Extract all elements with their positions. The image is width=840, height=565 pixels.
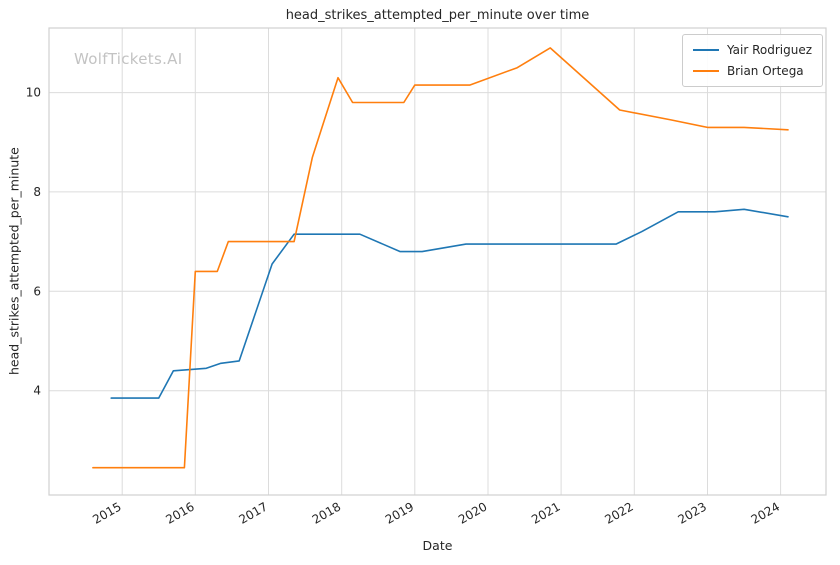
x-tick-label: 2024 xyxy=(749,499,782,526)
x-tick-label: 2018 xyxy=(310,499,343,526)
y-axis-label: head_strikes_attempted_per_minute xyxy=(6,147,22,376)
watermark: WolfTickets.AI xyxy=(74,50,183,68)
legend-line-swatch xyxy=(692,49,719,51)
series-line-brian-ortega xyxy=(92,47,789,469)
x-tick-label: 2019 xyxy=(383,499,416,526)
x-tick-label: 2021 xyxy=(529,499,562,526)
legend-line-swatch xyxy=(692,70,719,72)
x-tick-label: 2017 xyxy=(237,499,270,526)
x-axis-label: Date xyxy=(422,538,453,553)
legend: Yair Rodriguez Brian Ortega xyxy=(681,34,823,87)
legend-item-yair-rodriguez: Yair Rodriguez xyxy=(692,43,812,57)
y-tick-label: 10 xyxy=(26,86,41,100)
legend-item-brian-ortega: Brian Ortega xyxy=(692,64,812,78)
x-tick-label: 2023 xyxy=(676,499,709,526)
y-tick-label: 4 xyxy=(33,384,41,398)
x-tick-label: 2016 xyxy=(163,499,196,526)
x-tick-label: 2015 xyxy=(90,499,123,526)
legend-label: Yair Rodriguez xyxy=(726,43,812,57)
x-tick-label: 2020 xyxy=(456,499,489,526)
plot-border xyxy=(48,27,827,496)
legend-label: Brian Ortega xyxy=(726,64,804,78)
y-tick-label: 6 xyxy=(33,284,41,298)
series-line-yair-rodriguez xyxy=(110,208,789,399)
x-tick-label: 2022 xyxy=(602,499,635,526)
chart-title: head_strikes_attempted_per_minute over t… xyxy=(285,8,590,23)
y-tick-label: 8 xyxy=(33,185,41,199)
